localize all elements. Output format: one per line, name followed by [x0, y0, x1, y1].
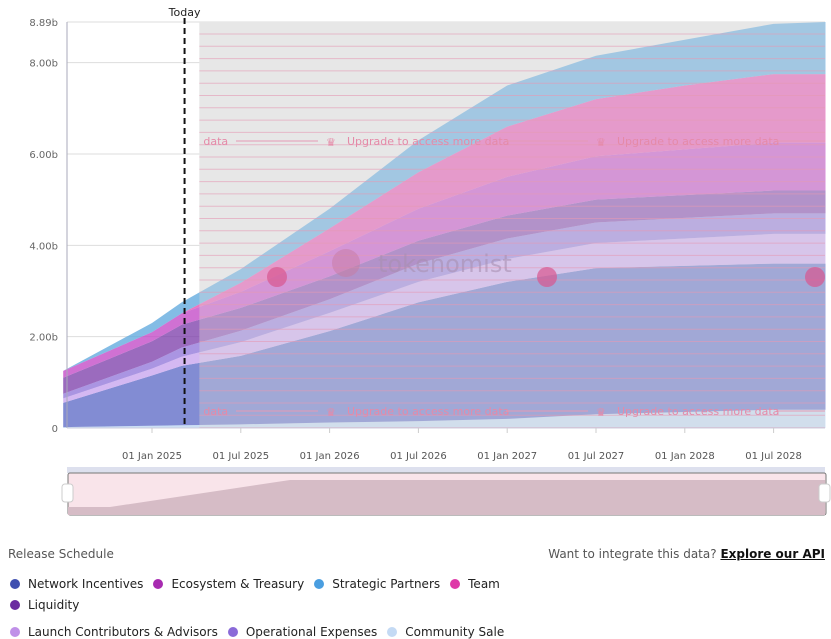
legend-label: Ecosystem & Treasury — [171, 576, 305, 591]
area-strategic-partners[interactable] — [63, 22, 826, 371]
upgrade-link[interactable]: Upgrade to access more data — [617, 405, 779, 418]
navigator-right-handle[interactable] — [818, 483, 831, 503]
navigator-left-handle[interactable] — [61, 483, 74, 503]
crown-icon: ♛ — [326, 136, 336, 149]
legend: Network Incentives Ecosystem & Treasury St… — [10, 576, 570, 639]
area-liquidity[interactable] — [63, 190, 826, 394]
crown-icon: ♛ — [596, 136, 606, 149]
vesting-chart: 0 2.00b 4.00b 6.00b 8.00b 8.89b data ♛ Upgrade t… — [29, 6, 831, 516]
legend-dot-icon — [387, 626, 398, 637]
x-tick-label: 01 Jul 2026 — [390, 451, 447, 462]
legend-item[interactable]: Network Incentives — [10, 576, 143, 591]
area-launch-contributors-advisors[interactable] — [63, 233, 826, 403]
legend-dot-icon — [450, 578, 461, 589]
y-tick-label: 0 — [52, 424, 58, 435]
legend-dot-icon — [10, 578, 20, 589]
legend-label: Liquidity — [28, 597, 80, 612]
legend-dot-icon — [10, 626, 20, 637]
area-operational-expenses[interactable] — [63, 213, 826, 399]
range-navigator[interactable] — [61, 467, 831, 516]
y-tick-label: 4.00b — [29, 241, 58, 252]
upgrade-link[interactable]: Upgrade to access more data — [617, 135, 779, 148]
upgrade-link[interactable]: Upgrade to access more data — [347, 135, 509, 148]
x-tick-label: 01 Jan 2026 — [300, 451, 360, 462]
legend-label: Launch Contributors & Advisors — [28, 624, 218, 639]
paywall-text: data — [203, 405, 228, 418]
explore-api-link[interactable]: Explore our API — [720, 547, 825, 561]
paywall-overlay: data ♛ Upgrade to access more data ♛ Upgrade… — [199, 22, 826, 429]
x-tick-label: 01 Jan 2027 — [477, 451, 537, 462]
upgrade-link[interactable]: Upgrade to access more data — [347, 405, 509, 418]
legend-dot-icon — [227, 626, 238, 637]
legend-label: Network Incentives — [28, 576, 144, 591]
legend-item[interactable]: Liquidity — [10, 597, 79, 612]
legend-item[interactable]: Ecosystem & Treasury — [153, 576, 304, 591]
area-team[interactable] — [63, 74, 826, 371]
crown-icon: ♛ — [596, 406, 606, 419]
legend-item[interactable]: Team — [450, 576, 500, 591]
legend-label: Strategic Partners — [332, 576, 441, 591]
tokenomist-logo-icon — [805, 267, 825, 287]
legend-item[interactable]: Operational Expenses — [227, 624, 378, 639]
y-tick-label: 8.89b — [29, 18, 58, 29]
x-tick-label: 01 Jan 2028 — [655, 451, 715, 462]
y-tick-label: 2.00b — [29, 333, 58, 344]
section-title: Release Schedule — [8, 547, 114, 561]
legend-label: Team — [468, 576, 500, 591]
legend-label: Operational Expenses — [245, 624, 378, 639]
y-tick-label: 6.00b — [29, 150, 58, 161]
legend-dot-icon — [153, 578, 164, 589]
legend-dot-icon — [10, 599, 20, 610]
x-tick-label: 01 Jul 2027 — [568, 451, 625, 462]
tokenomist-logo-icon — [332, 249, 360, 277]
chart-footer: Release Schedule Want to integrate this … — [8, 547, 825, 561]
legend-label: Community Sale — [405, 624, 505, 639]
legend-dot-icon — [314, 578, 325, 589]
x-tick-label: 01 Jul 2028 — [745, 451, 802, 462]
api-question: Want to integrate this data? — [548, 547, 717, 561]
tokenomist-logo-icon — [267, 267, 287, 287]
crown-icon: ♛ — [326, 406, 336, 419]
area-ecosystem-treasury[interactable] — [63, 142, 826, 378]
watermark: tokenomist — [378, 250, 512, 278]
area-community-sale[interactable] — [63, 409, 826, 428]
legend-item[interactable]: Strategic Partners — [314, 576, 440, 591]
x-tick-label: 01 Jul 2025 — [212, 451, 269, 462]
legend-item[interactable]: Launch Contributors & Advisors — [10, 624, 218, 639]
x-tick-label: 01 Jan 2025 — [122, 451, 182, 462]
legend-item[interactable]: Community Sale — [387, 624, 504, 639]
today-label: Today — [168, 6, 201, 19]
y-tick-label: 8.00b — [29, 59, 58, 70]
paywall-text: data — [203, 135, 228, 148]
tokenomist-logo-icon — [537, 267, 557, 287]
